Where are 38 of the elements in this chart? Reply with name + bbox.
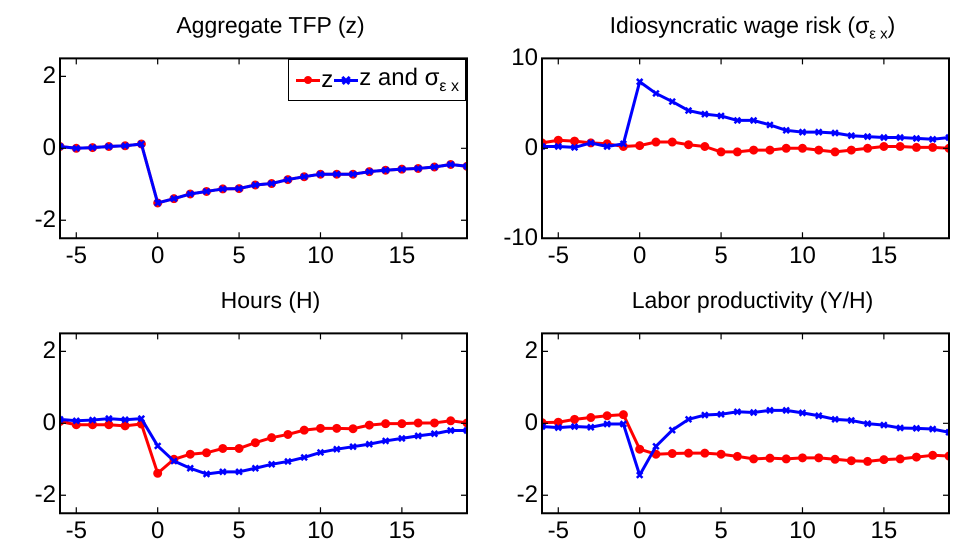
y-tick-label: 0 [524,408,538,436]
x-tick-label: 10 [789,242,816,270]
x-tick-label: 15 [388,242,416,270]
x-tick-label: 5 [232,242,246,270]
y-tick-label: -10 [503,224,538,251]
x-tick-label: 0 [633,517,646,544]
y-tick-label: 0 [42,134,56,161]
x-tick-label: 10 [307,517,334,544]
y-tick-label: 2 [42,62,56,90]
y-tick-label: 0 [524,134,538,161]
x-tick-label: 5 [714,242,728,270]
y-tick-label: 10 [511,44,538,72]
x-tick-label: -5 [66,242,87,270]
x-tick-label: 0 [151,517,164,544]
chart-title: Hours (H) [220,287,322,314]
x-tick-label: 15 [388,517,416,544]
y-tick-label: 2 [524,337,538,364]
legend-label: z [321,66,334,94]
y-tick-label: -2 [34,480,56,508]
x-tick-label: 0 [151,242,164,270]
x-tick-label: 15 [870,242,898,270]
x-tick-label: -5 [548,517,569,544]
y-tick-label: 2 [42,337,56,364]
x-tick-label: 5 [232,517,246,544]
y-tick-label: 0 [42,408,56,436]
x-tick-label: 5 [714,517,728,544]
y-tick-label: -2 [34,206,56,233]
y-tick-label: -2 [516,480,538,508]
chart-title: Aggregate TFP (z) [175,12,366,39]
x-tick-label: -5 [548,242,569,270]
x-tick-label: 15 [870,517,898,544]
x-tick-label: -5 [66,517,87,544]
x-tick-label: 10 [789,517,816,544]
x-tick-label: 0 [633,242,646,270]
chart-title: Labor productivity (Y/H) [630,287,874,314]
legend-label: z and σ$_{ε x}$ [359,64,459,96]
chart-title: Idiosyncratic wage risk (σ$_{ε x}$) [608,12,896,43]
x-tick-label: 10 [307,242,334,270]
